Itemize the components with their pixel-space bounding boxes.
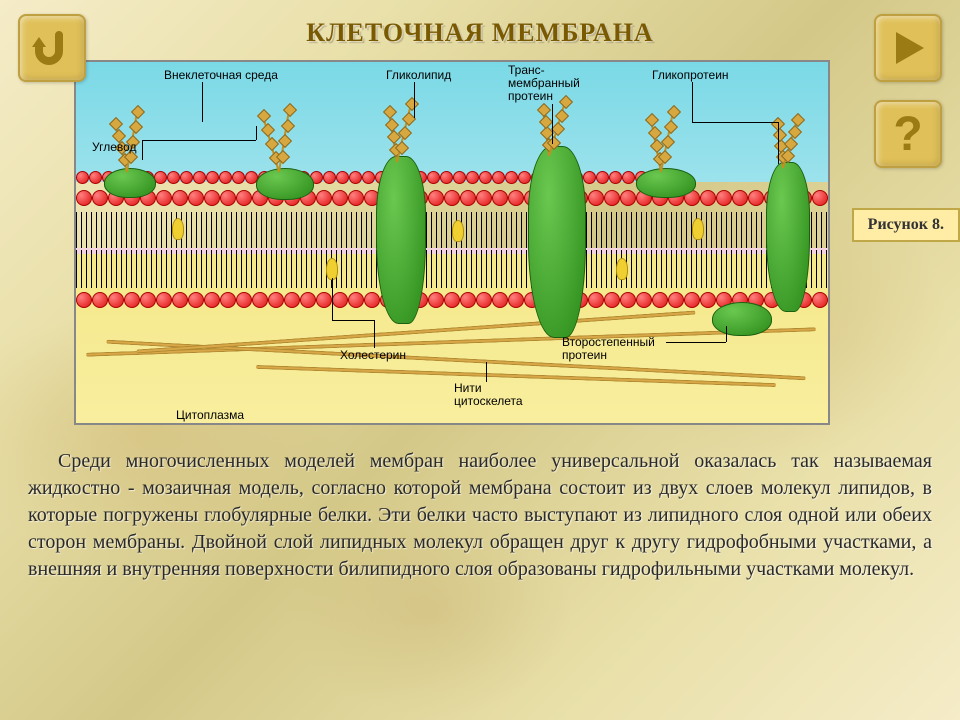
- figure-label: Рисунок 8.: [852, 208, 960, 242]
- membrane-diagram: Внеклеточная среда Углевод Гликолипид Тр…: [74, 60, 830, 425]
- question-mark-icon: ?: [893, 107, 922, 162]
- label-glycolipid: Гликолипид: [386, 68, 451, 82]
- label-cytoplasm: Цитоплазма: [176, 408, 244, 422]
- label-transmembrane: Транс-мембранныйпротеин: [508, 64, 580, 104]
- page-title: КЛЕТОЧНАЯ МЕМБРАНА: [0, 18, 960, 48]
- label-glycoprotein: Гликопротеин: [652, 68, 729, 82]
- label-carbohydrate: Углевод: [92, 140, 137, 154]
- label-cytoskeleton: Нитицитоскелета: [454, 382, 523, 408]
- body-text: Среди многочисленных моделей мембран наи…: [28, 448, 932, 583]
- help-button[interactable]: ?: [874, 100, 942, 168]
- label-peripheral: Второстепенныйпротеин: [562, 336, 655, 362]
- label-extracellular: Внеклеточная среда: [164, 68, 278, 82]
- label-cholesterol: Холестерин: [340, 348, 406, 362]
